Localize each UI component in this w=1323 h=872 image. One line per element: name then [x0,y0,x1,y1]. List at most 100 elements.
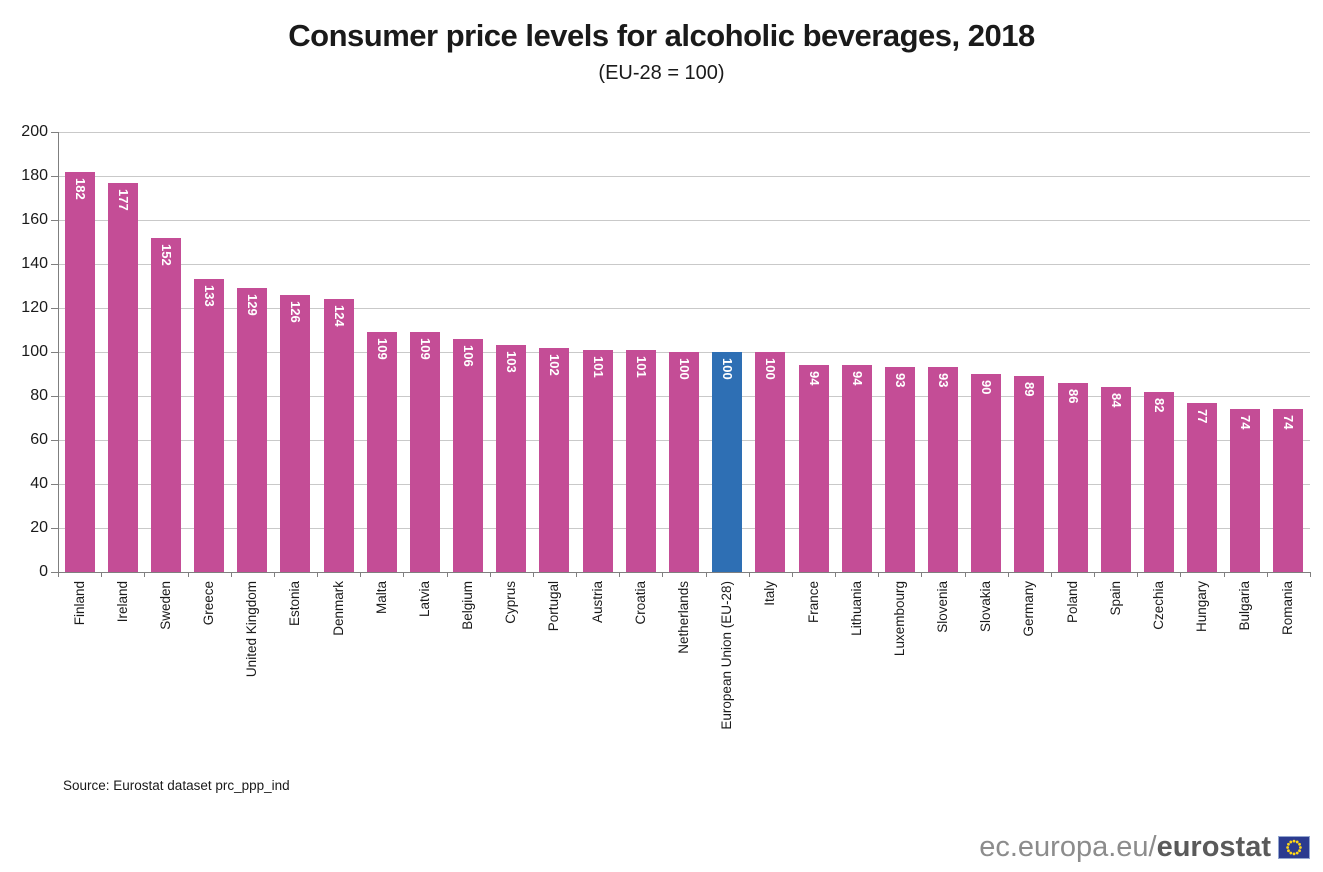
x-axis-label: Croatia [632,581,648,625]
bar [64,171,95,572]
x-axis-label: Estonia [287,581,303,627]
y-axis-label: 180 [21,167,48,184]
footer-brand: eurostat [1156,831,1271,863]
x-axis-label: Hungary [1194,581,1210,633]
y-axis-label: 0 [39,563,48,580]
chart-title: Consumer price levels for alcoholic beve… [288,18,1035,53]
gridline [58,220,1310,221]
flag-star [1287,849,1290,853]
bar [669,352,699,572]
y-axis-label: 200 [21,123,48,140]
bar [841,365,872,572]
bar-value-label: 86 [1065,388,1081,404]
y-axis-line [58,132,59,572]
flag-star [1292,839,1296,843]
x-tick [576,572,578,577]
footer-logo: ec.europa.eu/ eurostat [979,831,1310,864]
y-axis-label: 60 [30,431,48,448]
bar [323,299,354,572]
x-axis-label: Czechia [1150,581,1166,630]
x-tick [273,572,275,577]
flag-star [1295,851,1299,855]
x-tick [791,572,793,577]
x-axis-label: Austria [589,581,605,624]
x-tick [403,572,405,577]
bar [1100,387,1131,572]
x-axis-label: Luxembourg [891,581,907,657]
x-axis-label: Denmark [330,581,346,636]
bar-value-label: 84 [1108,393,1124,408]
bar-value-label: 74 [1281,415,1297,430]
bar [971,374,1002,572]
x-tick [1007,572,1009,577]
x-axis-label: Germany [1021,581,1037,637]
x-tick [187,572,189,577]
bar-value-label: 129 [245,294,261,316]
bar-value-label: 124 [331,305,347,327]
source-note: Source: Eurostat dataset prc_ppp_ind [63,778,290,793]
x-tick [835,572,837,577]
y-axis-label: 40 [30,475,48,492]
x-axis-label: United Kingdom [244,581,260,678]
bar-value-label: 90 [979,380,995,395]
flag-star [1286,846,1289,849]
bar-value-label: 89 [1022,382,1038,397]
bar [237,288,268,572]
x-tick [1266,572,1268,577]
x-tick [964,572,966,577]
bar-value-label: 109 [374,338,390,360]
bar-value-label: 100 [763,358,779,380]
gridline [58,176,1310,177]
x-axis-label: Malta [373,581,389,615]
x-axis-label: France [805,581,821,624]
y-tick [51,352,58,353]
bar-value-label: 101 [633,355,649,378]
bar [755,352,786,572]
y-tick [51,264,58,265]
bar-eu-highlight [712,352,743,572]
x-tick [619,572,621,577]
bar-value-label: 74 [1238,415,1254,430]
x-tick [1137,572,1139,577]
y-tick [51,396,58,397]
bar-value-label: 126 [288,300,304,323]
bar [1273,409,1304,572]
x-axis-label: Slovenia [935,581,951,633]
bar-value-label: 102 [547,353,563,376]
x-tick [58,572,59,577]
flag-star [1298,849,1301,853]
y-axis-label: 20 [30,519,48,536]
y-axis-label: 160 [21,211,48,228]
gridline [58,132,1310,133]
x-axis-label: Bulgaria [1237,581,1253,631]
x-axis-label: Poland [1064,581,1080,624]
x-tick [1180,572,1182,577]
bar-value-label: 100 [720,358,736,380]
bar-value-label: 100 [677,358,692,380]
bar [1014,376,1045,572]
x-axis-label: Greece [201,581,217,626]
x-tick [101,572,103,577]
flag-star [1292,852,1296,856]
bar [150,237,181,572]
y-tick [51,484,58,485]
y-tick [51,308,58,309]
gridline [58,264,1310,265]
bar [928,367,959,572]
bar [884,367,915,572]
x-axis-label: Ireland [114,581,130,623]
bar-value-label: 103 [504,351,520,374]
x-axis-label: Sweden [157,581,173,630]
x-axis-label: Latvia [416,581,432,618]
x-axis-label: Slovakia [978,581,994,633]
flag-star [1299,846,1302,849]
flag-star [1287,842,1290,846]
bar [625,349,656,572]
bar-value-label: 109 [417,338,433,360]
eu-flag-icon [1278,836,1310,859]
x-tick [1223,572,1225,577]
bar [1057,382,1088,572]
y-axis-label: 100 [21,343,48,360]
